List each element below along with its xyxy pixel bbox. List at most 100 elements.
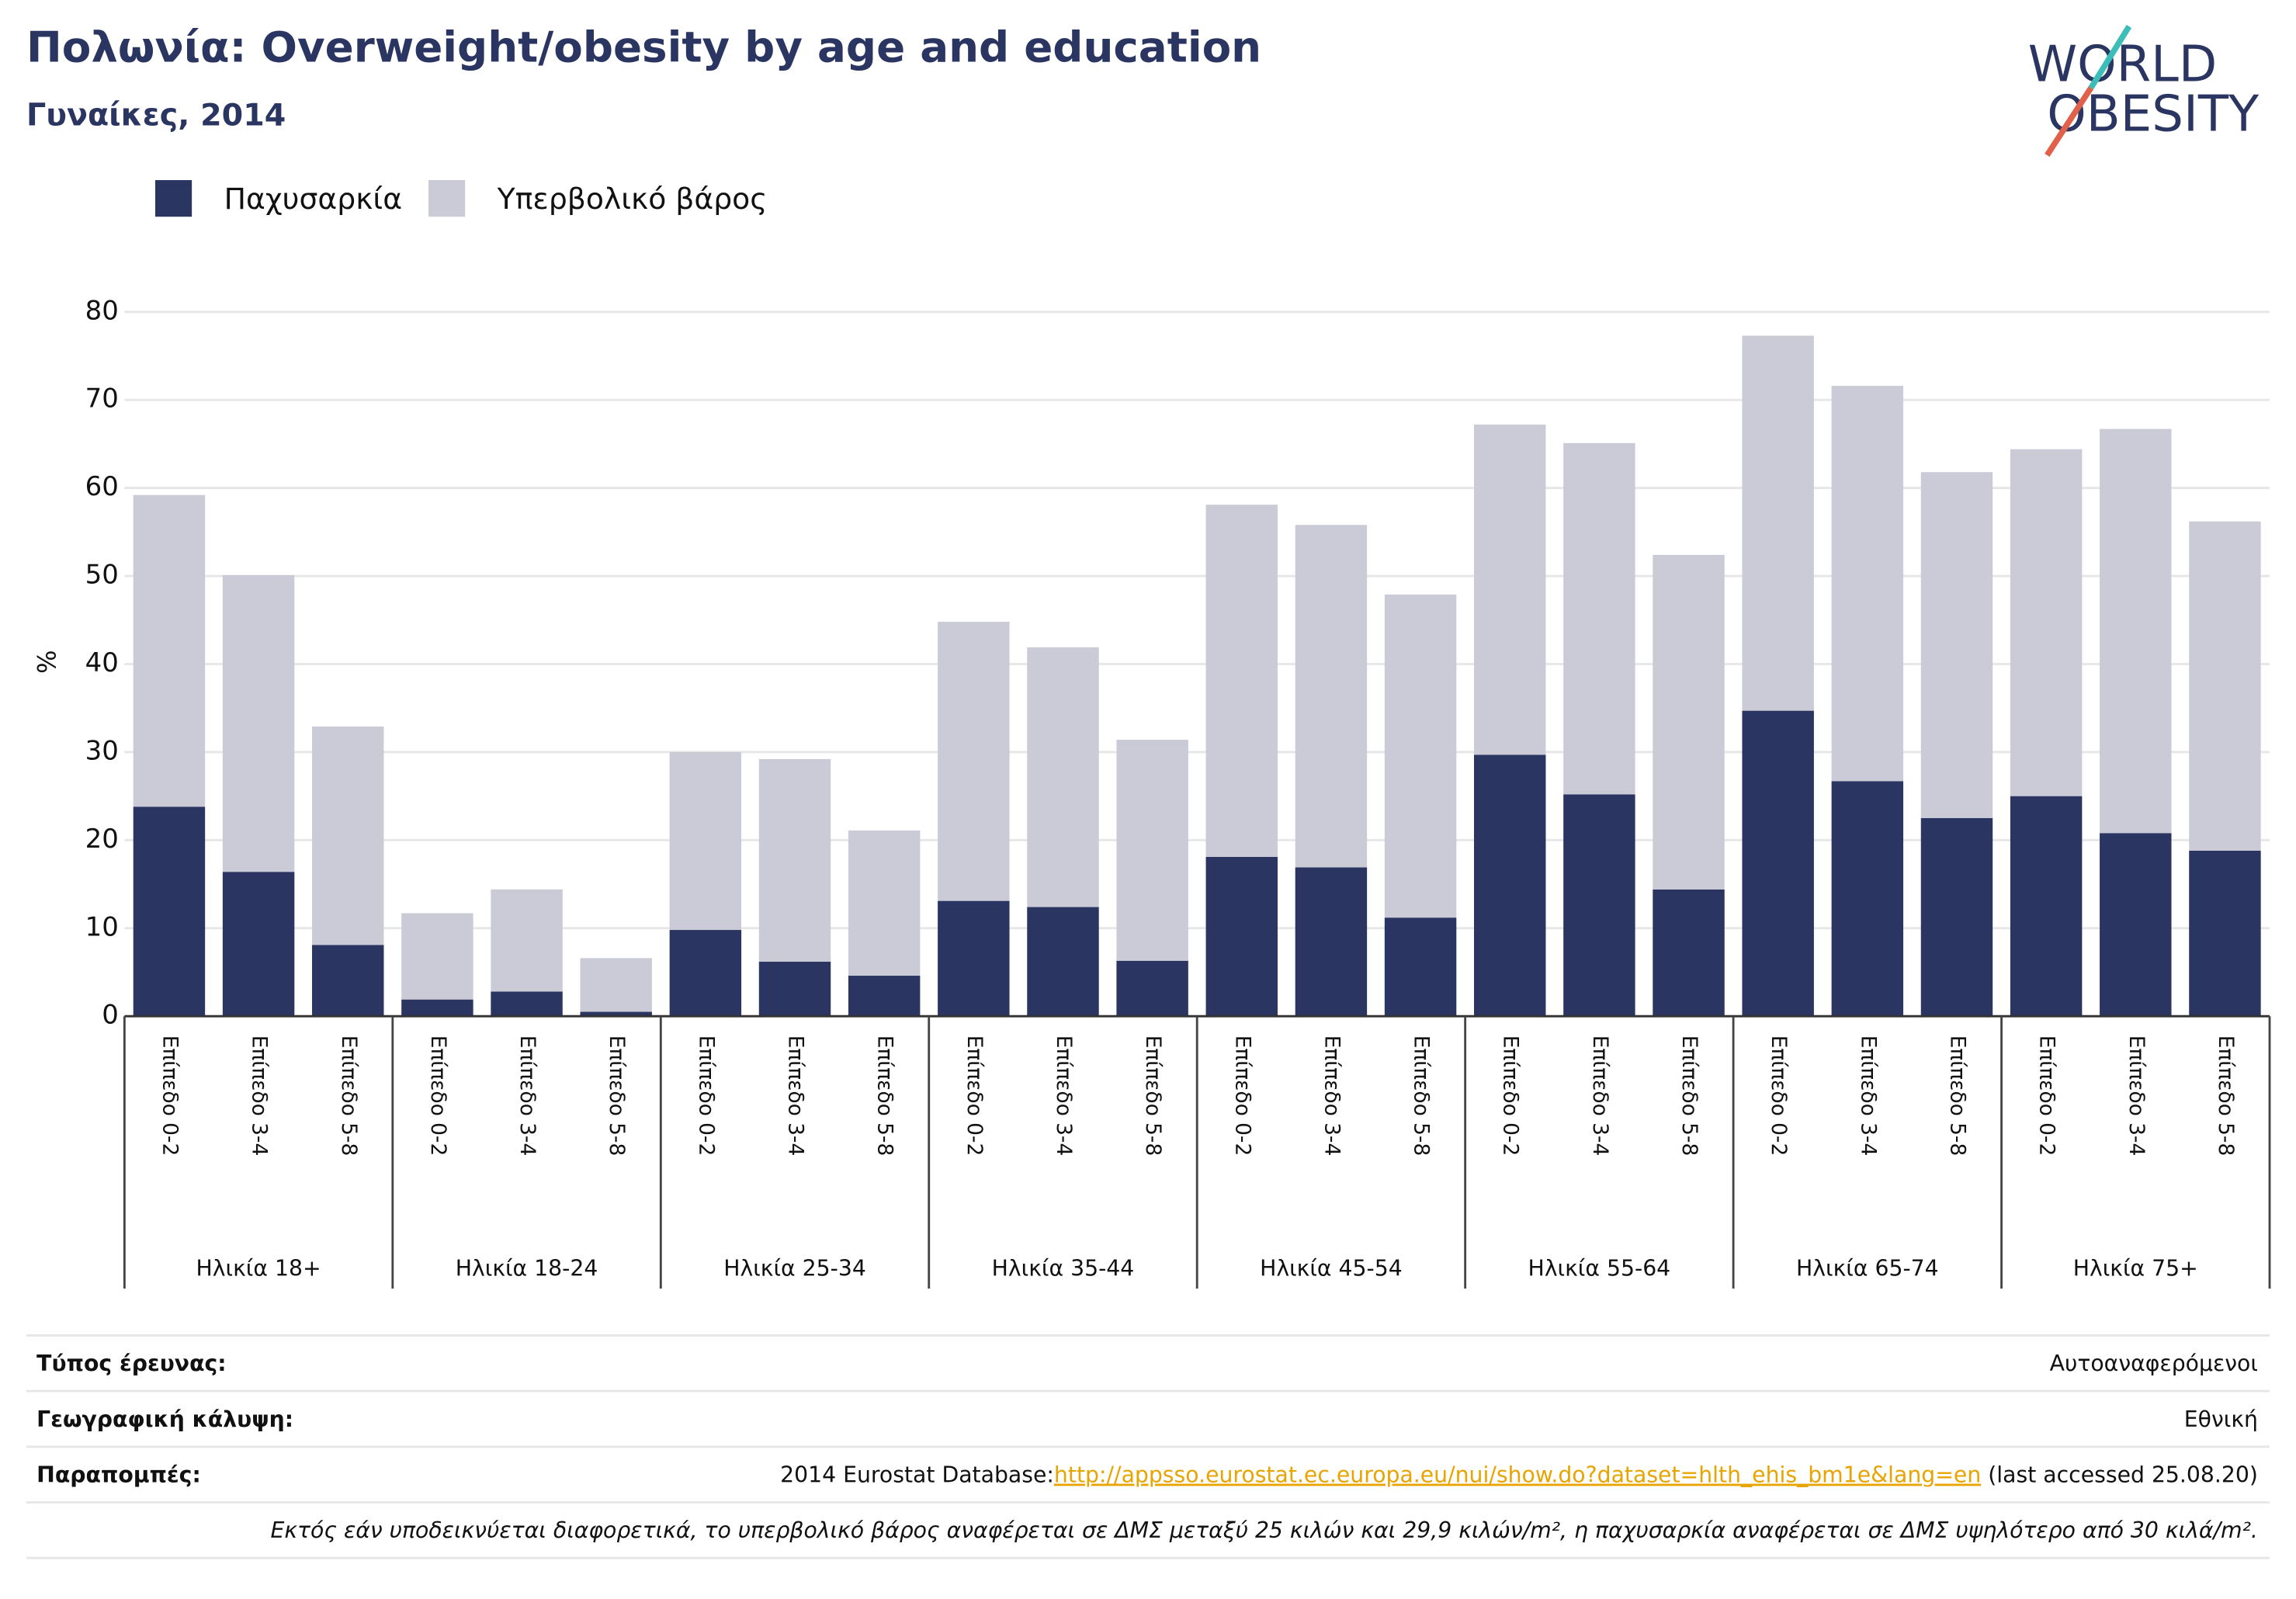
y-tick-label: 60 [85,471,119,502]
bar-segment [1116,740,1188,961]
group-label: Ηλικία 25-34 [723,1256,866,1282]
bar-segment [312,945,384,1017]
x-tick-label: Επίπεδο 0-2 [426,1035,450,1157]
bar-segment [1831,781,1904,1017]
bar-segment [1920,817,1993,1017]
x-tick-label: Επίπεδο 3-4 [248,1035,272,1157]
legend-swatch [428,180,466,217]
bar-segment [1295,867,1368,1017]
bar-segment [2100,428,2172,834]
reference-link[interactable]: http://appsso.eurostat.ec.europa.eu/nui/… [1054,1462,1981,1488]
bar-segment [2189,850,2261,1017]
bar-segment [938,622,1010,901]
bar-segment [1027,647,1099,907]
bar-segment [580,1011,652,1017]
y-tick-label: 30 [85,735,119,766]
group-label: Ηλικία 55-64 [1528,1256,1671,1282]
bar-segment [1474,424,1546,755]
legend-label: Παχυσαρκία [224,182,402,216]
reference-text: 2014 Eurostat Database: [780,1462,1054,1488]
bar-segment [491,991,563,1017]
bar-segment [2010,796,2083,1017]
bar-segment [491,889,563,992]
bar-segment [1295,525,1368,868]
x-tick-label: Επίπεδο 0-2 [158,1035,182,1157]
bar-segment [222,574,295,872]
bar-segment [401,999,473,1017]
x-tick-label: Επίπεδο 5-8 [337,1035,361,1157]
bar-segment [222,872,295,1017]
x-tick-label: Επίπεδο 0-2 [1230,1035,1254,1157]
bar-segment [2100,833,2172,1017]
y-tick-label: 20 [85,824,119,855]
footer-value: Εθνική [2184,1406,2258,1432]
group-label: Ηλικία 65-74 [1796,1256,1939,1282]
y-tick-label: 10 [85,911,119,942]
legend-swatch [154,180,192,217]
x-tick-label: Επίπεδο 5-8 [1141,1035,1165,1157]
chart-subtitle: Γυναίκες, 2014 [26,97,286,133]
bar-segment [1653,889,1725,1017]
group-label: Ηλικία 35-44 [992,1256,1135,1282]
bar-segment [1205,505,1278,857]
footer-label: Γεωγραφική κάλυψη: [36,1406,293,1432]
group-label: Ηλικία 18-24 [456,1256,598,1282]
group-label: Ηλικία 45-54 [1260,1256,1403,1282]
bar-segment [938,900,1010,1017]
y-tick-label: 40 [85,647,119,678]
bar-segment [1563,794,1635,1017]
x-tick-label: Επίπεδο 3-4 [1856,1035,1880,1157]
footer-note: Εκτός εάν υποδεικνύεται διαφορετικά, το … [271,1517,2258,1543]
bar-segment [1384,917,1457,1017]
footer-reference: 2014 Eurostat Database:http://appsso.eur… [780,1462,2258,1488]
x-tick-label: Επίπεδο 3-4 [2124,1035,2149,1157]
bar-segment [1742,710,1814,1017]
y-tick-label: 50 [85,560,119,591]
x-tick-label: Επίπεδο 5-8 [1945,1035,1969,1157]
x-tick-label: Επίπεδο 5-8 [1410,1035,1434,1157]
bar-segment [758,759,831,962]
footer-label: Τύπος έρευνας: [36,1351,226,1376]
x-tick-label: Επίπεδο 5-8 [2214,1035,2238,1157]
x-tick-label: Επίπεδο 3-4 [1588,1035,1612,1157]
logo-text: WORLD [2028,35,2218,93]
bar-segment [2189,521,2261,851]
group-label: Ηλικία 75+ [2073,1256,2198,1282]
x-tick-label: Επίπεδο 0-2 [1499,1035,1523,1157]
chart-title: Πολωνία: Overweight/obesity by age and e… [26,22,1261,71]
bar-segment [848,976,921,1017]
reference-text: (last accessed 25.08.20) [1981,1462,2258,1488]
bar-segment [1474,754,1546,1017]
y-axis-label: % [32,650,61,673]
footer-value: Αυτοαναφερόμενοι [2050,1351,2258,1376]
logo-slash [2088,24,2132,90]
bar-segment [1563,442,1635,795]
legend-label: Υπερβολικό βάρος [497,182,768,216]
bar-segment [1920,472,1993,818]
y-tick-label: 70 [85,383,119,414]
bar-segment [848,830,921,976]
bar-segment [401,913,473,1000]
x-tick-label: Επίπεδο 5-8 [873,1035,897,1157]
bar-segment [1116,960,1188,1017]
bar-segment [580,958,652,1012]
x-tick-label: Επίπεδο 3-4 [515,1035,539,1157]
bar-segment [1205,856,1278,1017]
bar-segment [2010,449,2083,796]
x-tick-label: Επίπεδο 0-2 [694,1035,718,1157]
bar-segment [669,751,742,931]
x-tick-label: Επίπεδο 3-4 [1052,1035,1076,1157]
bar-segment [1384,594,1457,918]
bar-segment [1742,335,1814,711]
x-tick-label: Επίπεδο 3-4 [784,1035,808,1157]
x-tick-label: Επίπεδο 0-2 [1767,1035,1791,1157]
x-tick-label: Επίπεδο 0-2 [962,1035,987,1157]
y-tick-label: 80 [85,295,119,326]
bar-segment [669,930,742,1017]
logo-text: OBESITY [2047,85,2260,143]
bar-segment [133,806,206,1017]
y-tick-label: 0 [102,1000,119,1031]
bar-segment [1831,386,1904,782]
bar-segment [133,494,206,807]
